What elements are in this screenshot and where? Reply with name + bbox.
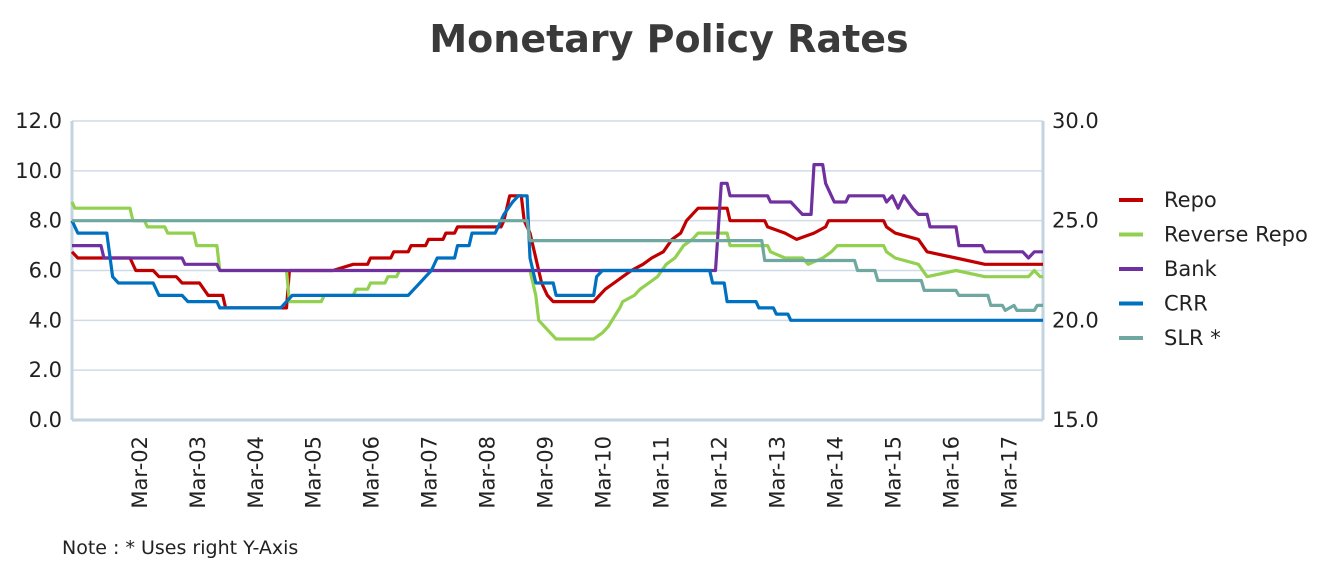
legend-label: Reverse Repo	[1164, 223, 1308, 247]
right-y-tick-label: 20.0	[1052, 308, 1099, 332]
x-tick-label: Mar-15	[881, 436, 905, 509]
x-tick-label: Mar-17	[997, 436, 1021, 509]
series-lines	[70, 163, 1043, 341]
series-line-bank	[72, 163, 1043, 273]
x-tick-label: Mar-12	[708, 436, 732, 509]
x-tick-label: Mar-13	[765, 436, 789, 509]
chart-note: Note : * Uses right Y-Axis	[62, 537, 298, 559]
x-tick-label: Mar-16	[939, 436, 963, 509]
x-tick-label: Mar-06	[360, 436, 384, 509]
right-y-tick-label: 15.0	[1052, 408, 1099, 432]
x-tick-label: Mar-14	[823, 436, 847, 509]
chart-title: Monetary Policy Rates	[429, 17, 908, 61]
right-y-tick-label: 25.0	[1052, 209, 1099, 233]
left-y-tick-label: 10.0	[15, 159, 62, 183]
axes	[70, 121, 1045, 422]
left-y-axis-ticks: 0.0 2.0 4.0 6.0 8.0 10.0 12.0	[15, 109, 62, 432]
legend-label: CRR	[1164, 292, 1208, 316]
series-line-reverse-repo	[70, 201, 1043, 341]
left-y-tick-label: 4.0	[29, 308, 62, 332]
series-line-slr	[72, 219, 1043, 312]
x-tick-label: Mar-03	[186, 436, 210, 509]
x-tick-label: Mar-05	[302, 436, 326, 509]
x-axis-ticks: Mar-02 Mar-03 Mar-04 Mar-05 Mar-06 Mar-07 Mar-…	[128, 436, 1022, 509]
series-line-crr	[70, 194, 1043, 322]
left-y-tick-label: 8.0	[29, 209, 62, 233]
legend-label: Bank	[1164, 257, 1218, 281]
legend: Repo Reverse Repo Bank CRR SLR *	[1119, 188, 1308, 350]
x-tick-label: Mar-08	[476, 436, 500, 509]
legend-label: Repo	[1164, 188, 1217, 212]
x-tick-label: Mar-04	[244, 436, 268, 509]
left-y-tick-label: 6.0	[29, 259, 62, 283]
x-tick-label: Mar-07	[418, 436, 442, 509]
x-tick-label: Mar-09	[534, 436, 558, 509]
x-tick-label: Mar-10	[592, 436, 616, 509]
right-y-axis-ticks: 15.0 20.0 25.0 30.0	[1052, 109, 1099, 432]
x-tick-label: Mar-02	[128, 436, 152, 509]
left-y-tick-label: 0.0	[29, 408, 62, 432]
left-y-tick-label: 2.0	[29, 358, 62, 382]
legend-label: SLR *	[1164, 326, 1221, 350]
x-tick-label: Mar-11	[650, 436, 674, 509]
right-y-tick-label: 30.0	[1052, 109, 1099, 133]
left-y-tick-label: 12.0	[15, 109, 62, 133]
